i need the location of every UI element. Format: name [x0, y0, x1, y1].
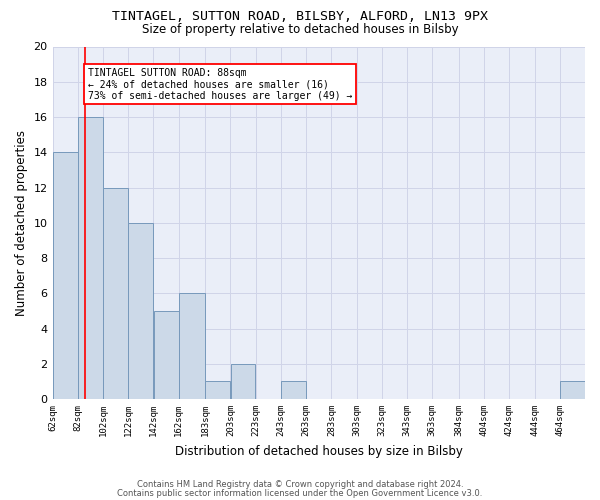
Text: TINTAGEL, SUTTON ROAD, BILSBY, ALFORD, LN13 9PX: TINTAGEL, SUTTON ROAD, BILSBY, ALFORD, L… — [112, 10, 488, 23]
Text: TINTAGEL SUTTON ROAD: 88sqm
← 24% of detached houses are smaller (16)
73% of sem: TINTAGEL SUTTON ROAD: 88sqm ← 24% of det… — [88, 68, 352, 101]
Text: Contains public sector information licensed under the Open Government Licence v3: Contains public sector information licen… — [118, 488, 482, 498]
Bar — [128, 223, 153, 399]
Bar — [230, 364, 256, 399]
Text: Size of property relative to detached houses in Bilsby: Size of property relative to detached ho… — [142, 22, 458, 36]
Text: Contains HM Land Registry data © Crown copyright and database right 2024.: Contains HM Land Registry data © Crown c… — [137, 480, 463, 489]
Bar — [103, 188, 128, 399]
Bar — [560, 382, 585, 399]
Bar — [53, 152, 77, 399]
Bar — [205, 382, 230, 399]
Bar — [179, 294, 205, 399]
Bar — [281, 382, 306, 399]
Y-axis label: Number of detached properties: Number of detached properties — [15, 130, 28, 316]
Bar — [78, 117, 103, 399]
Bar — [154, 311, 179, 399]
X-axis label: Distribution of detached houses by size in Bilsby: Distribution of detached houses by size … — [175, 444, 463, 458]
